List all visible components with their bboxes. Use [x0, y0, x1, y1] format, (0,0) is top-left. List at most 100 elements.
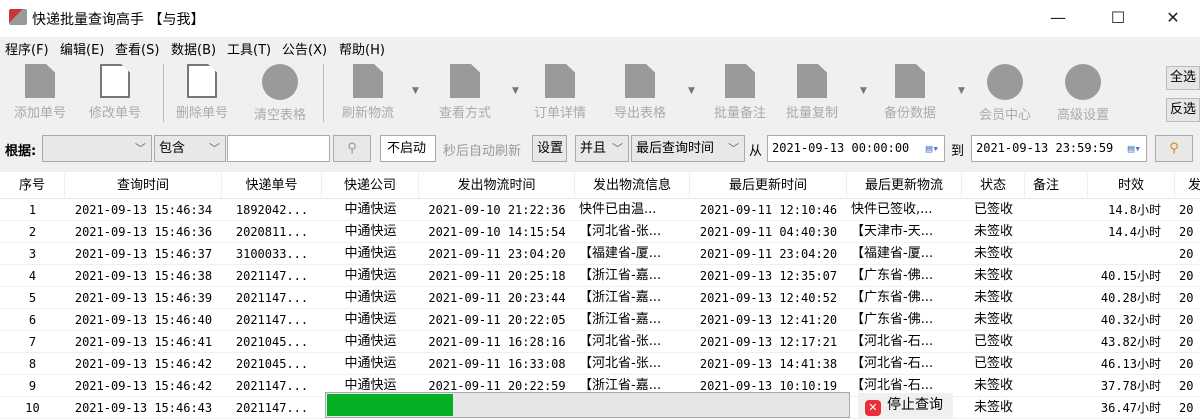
- dropdown-arrow-icon[interactable]: ▼: [860, 86, 867, 96]
- column-header[interactable]: 发: [1175, 173, 1200, 199]
- dropdown-arrow-icon[interactable]: ▼: [958, 86, 965, 96]
- dropdown-arrow-icon[interactable]: ▼: [688, 86, 695, 96]
- table-cell: 【广东省-佛...: [851, 312, 934, 327]
- table-cell: 中通快运: [344, 378, 397, 393]
- calendar-icon[interactable]: ▤▾: [1127, 142, 1141, 155]
- chevron-down-icon: ﹀: [612, 142, 623, 155]
- column-header[interactable]: 序号: [0, 173, 65, 199]
- toolbar-button-delete-document[interactable]: 删除单号: [164, 62, 240, 124]
- clear-x-circle-icon: [262, 64, 298, 100]
- select-all-button[interactable]: 全选: [1166, 66, 1200, 90]
- table-row[interactable]: 5 2021-09-13 15:46:39 2021147... 中通快运 2021-0…: [0, 287, 1200, 309]
- date-search-button[interactable]: ⚲: [1155, 135, 1193, 162]
- toolbar-button-copy[interactable]: 批量复制: [774, 62, 850, 124]
- time-field-select[interactable]: 最后查询时间 ﹀: [631, 135, 745, 162]
- table-cell: 未签收: [973, 400, 1013, 415]
- column-header[interactable]: 快递公司: [322, 173, 419, 199]
- table-cell: 2021-09-13 12:35:07: [699, 269, 838, 283]
- menu-item[interactable]: 查看(S): [115, 43, 160, 58]
- toolbar-button-edit-pencil[interactable]: 修改单号: [77, 62, 153, 124]
- maximize-button[interactable]: ☐: [1110, 8, 1126, 27]
- table-row[interactable]: 1 2021-09-13 15:46:34 1892042... 中通快运 2021-0…: [0, 199, 1200, 221]
- toolbar-button-backup[interactable]: 备份数据: [872, 62, 948, 124]
- table-cell: 2021-09-11 23:04:20: [699, 247, 838, 261]
- window-title: 快递批量查询高手 【与我】: [32, 12, 205, 28]
- table-cell: 7: [28, 335, 37, 349]
- table-row[interactable]: 9 2021-09-13 15:46:42 2021147... 中通快运 2021-0…: [0, 375, 1200, 397]
- table-cell: 2021147...: [235, 379, 309, 393]
- toolbar-button-refresh-document[interactable]: 刷新物流: [330, 62, 406, 124]
- keyword-input[interactable]: [227, 135, 330, 162]
- minimize-button[interactable]: —: [1050, 8, 1066, 27]
- table-cell: 20: [1179, 225, 1194, 239]
- column-header[interactable]: 时效: [1088, 173, 1175, 199]
- menu-item[interactable]: 编辑(E): [60, 43, 105, 58]
- toolbar-button-clock[interactable]: 会员中心: [967, 62, 1043, 124]
- menu-item[interactable]: 数据(B): [171, 43, 217, 58]
- column-header[interactable]: 查询时间: [65, 173, 222, 199]
- title-bar: 快递批量查询高手 【与我】 — ☐ ✕: [0, 0, 1200, 36]
- from-date-value: 2021-09-13 00:00:00: [772, 141, 910, 155]
- toolbar-label: 高级设置: [1056, 108, 1109, 123]
- auto-refresh-input[interactable]: 不启动: [380, 135, 436, 162]
- table-row[interactable]: 10 2021-09-13 15:46:43 2021147... 未签收 36.47小…: [0, 397, 1200, 419]
- toolbar-button-add-document[interactable]: 添加单号: [2, 62, 78, 124]
- to-date-picker[interactable]: 2021-09-13 23:59:59 ▤▾: [971, 135, 1147, 162]
- table-cell: [1025, 353, 1088, 375]
- toolbar-button-scroll-note[interactable]: 批量备注: [702, 62, 778, 124]
- column-header[interactable]: 发出物流时间: [419, 173, 575, 199]
- match-select[interactable]: 包含 ﹀: [154, 135, 226, 162]
- table-cell: 20: [1179, 291, 1194, 305]
- logic-select[interactable]: 并且 ﹀: [575, 135, 629, 162]
- column-header[interactable]: 快递单号: [222, 173, 322, 199]
- toolbar-button-gear[interactable]: 高级设置: [1045, 62, 1121, 124]
- table-cell: 2021-09-13 12:17:21: [699, 335, 838, 349]
- field-select[interactable]: ﹀: [42, 135, 152, 162]
- column-header[interactable]: 备注: [1025, 173, 1088, 199]
- table-cell: 20: [1179, 269, 1194, 283]
- table-row[interactable]: 7 2021-09-13 15:46:41 2021045... 中通快运 2021-0…: [0, 331, 1200, 353]
- table-header: 序号 查询时间 快递单号 快递公司 发出物流时间 发出物流信息 最后更新时间 最后更新物流 状态…: [0, 173, 1200, 199]
- table-cell: 40.28小时: [1100, 291, 1161, 305]
- table-cell: 40.32小时: [1100, 313, 1161, 327]
- toolbar-button-clear-x-circle[interactable]: 清空表格: [242, 62, 318, 124]
- column-header[interactable]: 状态: [962, 173, 1025, 199]
- progress-fill: [327, 394, 453, 416]
- menu-item[interactable]: 程序(F): [5, 43, 49, 58]
- dropdown-arrow-icon[interactable]: ▼: [412, 86, 419, 96]
- to-date-value: 2021-09-13 23:59:59: [976, 141, 1114, 155]
- settings-button[interactable]: 设置: [532, 135, 567, 162]
- time-field-value: 最后查询时间: [636, 141, 715, 156]
- table-cell: [1025, 221, 1088, 243]
- dropdown-arrow-icon[interactable]: ▼: [512, 86, 519, 96]
- toolbar-button-view-document[interactable]: 查看方式: [427, 62, 503, 124]
- toolbar-divider: [323, 64, 324, 122]
- toolbar-button-export[interactable]: 导出表格: [602, 62, 678, 124]
- toolbar-button-order-detail[interactable]: 订单详情: [522, 62, 598, 124]
- table-cell: 20: [1179, 203, 1194, 217]
- table-cell: 2021-09-13 15:46:42: [74, 379, 213, 393]
- table-cell: 中通快运: [344, 246, 397, 261]
- from-date-picker[interactable]: 2021-09-13 00:00:00 ▤▾: [767, 135, 945, 162]
- close-button[interactable]: ✕: [1166, 8, 1180, 27]
- table-row[interactable]: 2 2021-09-13 15:46:36 2020811... 中通快运 2021-0…: [0, 221, 1200, 243]
- backup-icon: [895, 64, 925, 98]
- column-header[interactable]: 最后更新物流: [847, 173, 962, 199]
- table-row[interactable]: 6 2021-09-13 15:46:40 2021147... 中通快运 2021-0…: [0, 309, 1200, 331]
- menu-item[interactable]: 工具(T): [227, 43, 272, 58]
- invert-select-button[interactable]: 反选: [1166, 98, 1200, 122]
- menu-bar: 程序(F) 编辑(E) 查看(S) 数据(B) 工具(T) 公告(X) 帮助(H): [0, 37, 1200, 58]
- search-icon[interactable]: ⚲: [333, 135, 371, 162]
- column-header[interactable]: 发出物流信息: [575, 173, 690, 199]
- table-row[interactable]: 3 2021-09-13 15:46:37 3100033... 中通快运 2021-0…: [0, 243, 1200, 265]
- calendar-icon[interactable]: ▤▾: [925, 142, 939, 155]
- table-row[interactable]: 8 2021-09-13 15:46:42 2021045... 中通快运 2021-0…: [0, 353, 1200, 375]
- column-header[interactable]: 最后更新时间: [690, 173, 847, 199]
- table-cell: 【浙江省-嘉...: [579, 312, 662, 327]
- menu-item[interactable]: 帮助(H): [339, 43, 385, 58]
- table-row[interactable]: 4 2021-09-13 15:46:38 2021147... 中通快运 2021-0…: [0, 265, 1200, 287]
- table-cell: 2021147...: [235, 291, 309, 305]
- menu-item[interactable]: 公告(X): [282, 43, 328, 58]
- stop-query-button[interactable]: ✕ 停止查询: [858, 393, 953, 418]
- table-cell: 20: [1179, 313, 1194, 327]
